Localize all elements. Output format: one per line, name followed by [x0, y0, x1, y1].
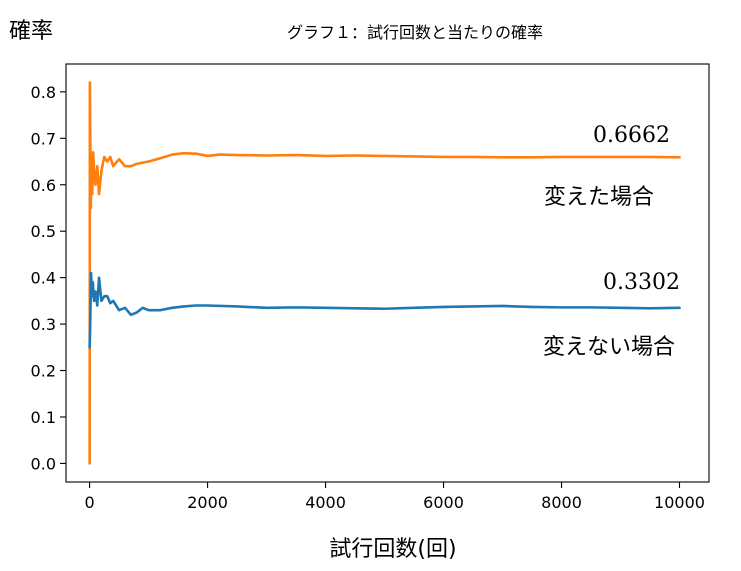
y-tick-label: 0.3: [31, 315, 56, 334]
y-tick-label: 0.6: [31, 176, 56, 195]
x-ticks: 0 2000 4000 6000 8000 10000: [85, 482, 705, 512]
x-tick-label: 0: [85, 493, 95, 512]
x-tick-label: 8000: [541, 493, 582, 512]
switch-final-value-label: 0.6662: [593, 123, 670, 148]
y-tick-label: 0.0: [31, 454, 56, 473]
y-tick-label: 0.2: [31, 362, 56, 381]
stay-final-value-label: 0.3302: [603, 270, 680, 295]
y-ticks: 0.0 0.1 0.2 0.3 0.4 0.5 0.6 0.7 0.8: [31, 83, 66, 473]
stay-series-line: [88, 271, 681, 349]
y-axis-label: 確率: [9, 19, 53, 44]
x-tick-label: 10000: [654, 493, 705, 512]
y-tick-label: 0.4: [31, 269, 56, 288]
switch-series-label: 変えた場合: [544, 185, 654, 210]
y-tick-label: 0.7: [31, 129, 56, 148]
plot-frame: [65, 63, 710, 483]
x-tick-label: 4000: [305, 493, 346, 512]
x-tick-label: 2000: [187, 493, 228, 512]
chart-title: グラフ１：試行回数と当たりの確率: [287, 23, 543, 42]
y-tick-label: 0.1: [31, 408, 56, 427]
switch-series-line: [88, 81, 681, 465]
y-tick-label: 0.8: [31, 83, 56, 102]
x-axis-label: 試行回数(回): [329, 537, 456, 562]
x-tick-label: 6000: [423, 493, 464, 512]
stay-series-label: 変えない場合: [543, 335, 675, 360]
y-tick-label: 0.5: [31, 222, 56, 241]
series-lines: [88, 81, 681, 465]
